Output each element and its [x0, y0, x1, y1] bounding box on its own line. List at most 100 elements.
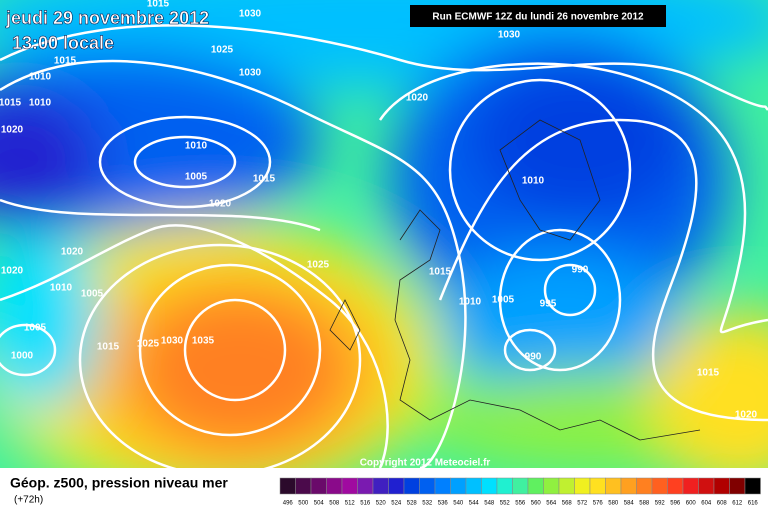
- scale-swatch: [450, 477, 467, 495]
- scale-label: 528: [407, 501, 418, 507]
- scale-swatch: [527, 477, 544, 495]
- scale-swatch: [620, 477, 637, 495]
- scale-swatch: [310, 477, 327, 495]
- isobar-label: 995: [540, 299, 557, 310]
- scale-swatch: [605, 477, 622, 495]
- isobar-label: 1005: [492, 295, 515, 306]
- isobar-label: 1005: [81, 289, 104, 300]
- scale-swatch: [651, 477, 668, 495]
- isobar-label: 1030: [498, 30, 521, 41]
- isobar-label: 1015: [697, 368, 720, 379]
- color-scale: 496 500 504 508 512 516 520 524 528 532 536 540 544 5…: [279, 477, 761, 507]
- copyright: Copyright 2012 Meteociel.fr: [360, 458, 491, 469]
- scale-label: 612: [732, 501, 743, 507]
- scale-label: 524: [391, 501, 402, 507]
- scale-label: 520: [376, 501, 387, 507]
- isobar-label: 1030: [161, 336, 184, 347]
- scale-swatch: [682, 477, 699, 495]
- scale-label: 580: [608, 501, 619, 507]
- isobar-label: 1020: [406, 93, 429, 104]
- isobar-label: 1025: [211, 45, 234, 56]
- run-box: [410, 5, 666, 27]
- scale-label: 576: [593, 501, 604, 507]
- isobar-label: 1030: [239, 9, 262, 20]
- isobar-label: 1010: [185, 141, 208, 152]
- lead-time: (+72h): [14, 495, 43, 506]
- scale-swatch: [326, 477, 343, 495]
- isobar-label: 1035: [192, 336, 215, 347]
- scale-swatch: [558, 477, 575, 495]
- isobar-label: 1015: [147, 0, 170, 10]
- scale-swatch: [419, 477, 436, 495]
- scale-label: 540: [453, 501, 464, 507]
- isobar-label: 1030: [239, 68, 262, 79]
- scale-label: 616: [748, 501, 759, 507]
- scale-swatch: [465, 477, 482, 495]
- scale-swatch: [543, 477, 560, 495]
- isobar-label: 990: [572, 265, 589, 276]
- scale-label: 552: [500, 501, 511, 507]
- scale-swatch: [295, 477, 312, 495]
- isobar-label: 1015: [429, 267, 452, 278]
- isobar-label: 990: [525, 352, 542, 363]
- scale-label: 584: [624, 501, 635, 507]
- date: jeudi 29 novembre 2012: [5, 8, 209, 28]
- scale-label: 500: [298, 501, 309, 507]
- coastlines: [329, 119, 701, 441]
- scale-label: 504: [314, 501, 325, 507]
- scale-label: 604: [701, 501, 712, 507]
- scale-label: 544: [469, 501, 480, 507]
- isobar-label: 1005: [24, 323, 47, 334]
- scale-label: 600: [686, 501, 697, 507]
- isobar-label: 1020: [1, 266, 24, 277]
- scale-swatch: [481, 477, 498, 495]
- isobar-label: 1010: [29, 72, 52, 83]
- scale-swatch: [636, 477, 653, 495]
- isobar-label: 1025: [307, 260, 330, 271]
- isobar-label: 1020: [61, 247, 84, 258]
- scale-label: 532: [422, 501, 433, 507]
- scale-swatch: [279, 477, 296, 495]
- isobar-label: 1015: [0, 98, 22, 109]
- isobar-label: 1010: [522, 176, 545, 187]
- scale-swatch: [512, 477, 529, 495]
- scale-label: 568: [562, 501, 573, 507]
- scale-label: 516: [360, 501, 371, 507]
- scale-label: 560: [531, 501, 542, 507]
- scale-label: 556: [515, 501, 526, 507]
- scale-swatch: [496, 477, 513, 495]
- isobar-label: 1010: [50, 283, 73, 294]
- time: 13:00 locale: [12, 33, 114, 53]
- scale-label: 548: [484, 501, 495, 507]
- isobar-label: 1010: [29, 98, 52, 109]
- isobar-label: 1005: [185, 172, 208, 183]
- isobar-label: 1015: [253, 174, 276, 185]
- scale-swatch: [698, 477, 715, 495]
- scale-swatch: [372, 477, 389, 495]
- scale-swatch: [729, 477, 746, 495]
- isobars: [0, 24, 768, 468]
- scale-swatch: [388, 477, 405, 495]
- scale-label: 508: [329, 501, 340, 507]
- isobar-label: 1020: [735, 410, 758, 421]
- scale-label: 572: [577, 501, 588, 507]
- isobar-label: 1000: [11, 351, 34, 362]
- scale-swatch: [713, 477, 730, 495]
- isobar-label: 1015: [97, 342, 120, 353]
- scale-swatch: [589, 477, 606, 495]
- scale-swatch: [574, 477, 591, 495]
- isobar-label: 1020: [209, 199, 232, 210]
- scale-label: 564: [546, 501, 557, 507]
- isobar-label: 1025: [137, 339, 160, 350]
- isobar-label: 1020: [1, 125, 24, 136]
- scale-label: 512: [345, 501, 356, 507]
- scale-label: 588: [639, 501, 650, 507]
- scale-label: 536: [438, 501, 449, 507]
- scale-label: 608: [717, 501, 728, 507]
- scale-label: 496: [283, 501, 294, 507]
- footer-title: Géop. z500, pression niveau mer: [10, 475, 228, 491]
- scale-swatch: [744, 477, 761, 495]
- scale-label: 592: [655, 501, 666, 507]
- scale-swatch: [434, 477, 451, 495]
